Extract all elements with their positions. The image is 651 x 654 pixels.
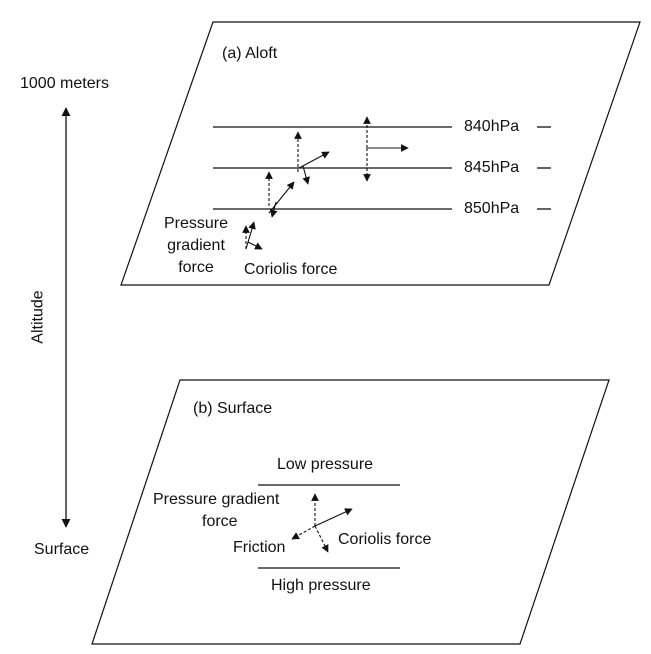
aloft-wind-arrow-1 [268, 181, 295, 214]
aloft-coriolis-label: Coriolis force [244, 261, 338, 278]
aloft-legend-coriolis-arrow [247, 241, 263, 250]
surface-coriolis-label: Coriolis force [338, 531, 432, 548]
aloft-panel-title: (a) Aloft [222, 45, 278, 62]
surface-pgf-label-line2: force [202, 513, 238, 530]
aloft-pgf-label-line3: force [178, 259, 214, 276]
altitude-top-label: 1000 meters [20, 75, 109, 92]
aloft-wind-arrow-2 [298, 151, 330, 169]
isobar-label-840: 840hPa [464, 118, 520, 135]
aloft-plane [120, 21, 641, 286]
surface-pgf-label-line1: Pressure gradient [153, 491, 280, 508]
surface-wind-arrow [314, 508, 353, 527]
surface-friction-label: Friction [233, 539, 286, 556]
aloft-pgf-label-line2: gradient [167, 237, 225, 254]
high-pressure-label: High pressure [271, 577, 371, 594]
altitude-bottom-label: Surface [34, 541, 90, 558]
altitude-axis-label: Altitude [29, 290, 47, 344]
isobar-label-845: 845hPa [464, 159, 520, 176]
aloft-pgf-label-line1: Pressure [163, 215, 229, 232]
surface-coriolis-arrow [314, 525, 329, 553]
aloft-coriolis-arrow-2 [302, 165, 310, 185]
low-pressure-label: Low pressure [277, 456, 374, 473]
surface-panel-title: (b) Surface [193, 400, 273, 417]
surface-plane [91, 379, 610, 645]
aloft-coriolis-arrow-1 [270, 201, 278, 218]
aloft-legend-pgf-arrow-solid [245, 221, 256, 250]
surface-friction-arrow [291, 525, 316, 540]
isobar-label-850: 850hPa [464, 200, 520, 217]
